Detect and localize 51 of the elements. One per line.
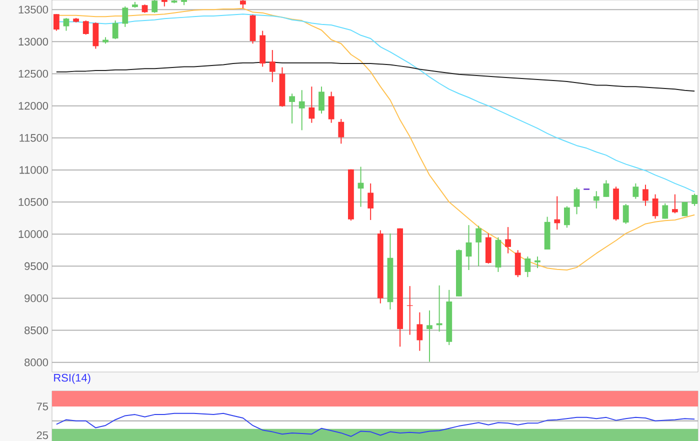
y-tick-label: 25 bbox=[36, 431, 48, 440]
y-tick-label: 10000 bbox=[18, 230, 48, 238]
candlestick bbox=[328, 91, 334, 124]
candlestick bbox=[269, 50, 276, 83]
candlestick bbox=[505, 226, 511, 254]
candlestick bbox=[122, 6, 128, 28]
chart-title: RSI(14) bbox=[54, 374, 90, 384]
candlestick bbox=[692, 193, 698, 206]
y-tick-label: 8000 bbox=[24, 358, 48, 366]
y-tick-label: 13000 bbox=[18, 38, 48, 46]
candlestick bbox=[466, 224, 472, 271]
candlestick bbox=[298, 90, 305, 131]
candlestick bbox=[622, 203, 629, 224]
candlestick bbox=[476, 225, 482, 267]
candlestick bbox=[53, 14, 60, 32]
candlestick bbox=[318, 86, 324, 114]
candlestick bbox=[82, 20, 89, 36]
y-tick-label: 13500 bbox=[18, 6, 48, 14]
candlestick bbox=[63, 17, 70, 32]
candlestick bbox=[574, 187, 580, 215]
y-tick-label: 12000 bbox=[18, 102, 48, 110]
candlestick bbox=[289, 93, 295, 124]
y-tick-label: 9500 bbox=[24, 262, 48, 270]
candlestick bbox=[368, 182, 374, 220]
y-tick-label: 11500 bbox=[20, 134, 48, 142]
candlestick bbox=[564, 206, 570, 228]
candlestick bbox=[524, 256, 531, 278]
candlestick bbox=[112, 20, 118, 40]
candlestick bbox=[426, 310, 432, 362]
candlestick bbox=[92, 22, 99, 50]
y-tick-label: 75 bbox=[36, 402, 48, 410]
candlestick bbox=[534, 256, 540, 269]
y-tick-label: 12500 bbox=[18, 70, 48, 78]
candlestick bbox=[514, 250, 521, 278]
candlestick bbox=[652, 194, 658, 220]
candlestick bbox=[632, 182, 639, 200]
candlestick bbox=[152, 0, 158, 14]
candlestick bbox=[416, 312, 423, 352]
candlestick bbox=[603, 180, 610, 198]
candlestick bbox=[338, 118, 344, 144]
candlestick bbox=[672, 194, 678, 214]
candlestick bbox=[308, 86, 315, 124]
candlestick bbox=[593, 190, 600, 209]
y-tick-label: 9000 bbox=[24, 294, 48, 302]
candlestick bbox=[682, 202, 688, 217]
y-tick-label: 11000 bbox=[20, 166, 48, 174]
candlestick bbox=[642, 184, 648, 206]
y-tick-label: 10500 bbox=[18, 198, 48, 206]
y-tick-label: 8500 bbox=[24, 326, 48, 334]
candlestick bbox=[554, 196, 560, 230]
candlestick bbox=[662, 202, 668, 220]
